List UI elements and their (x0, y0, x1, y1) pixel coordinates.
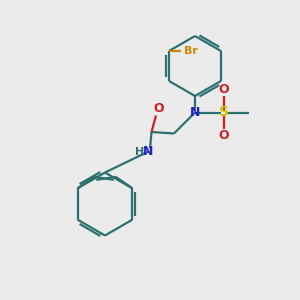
Text: Br: Br (184, 46, 198, 56)
Text: O: O (218, 83, 229, 96)
Text: O: O (154, 101, 164, 115)
Text: O: O (218, 129, 229, 142)
Text: H: H (135, 146, 144, 157)
Text: N: N (143, 145, 154, 158)
Text: N: N (190, 106, 200, 119)
Text: S: S (218, 106, 229, 119)
